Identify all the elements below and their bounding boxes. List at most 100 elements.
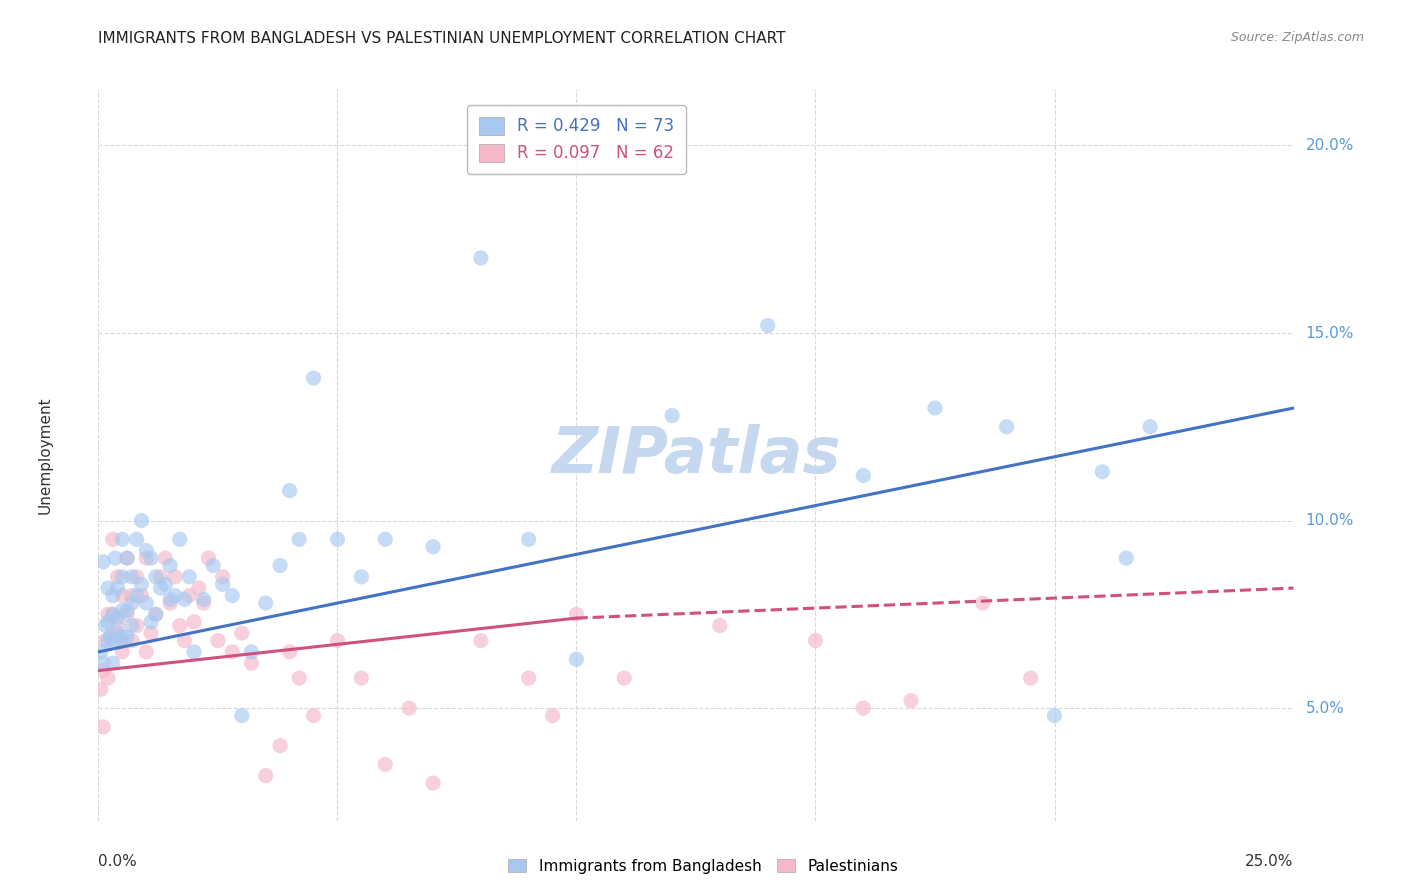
- Point: [422, 540, 444, 554]
- Text: 25.0%: 25.0%: [1246, 854, 1294, 869]
- Point: [169, 618, 191, 632]
- Point: [135, 645, 157, 659]
- Point: [111, 589, 134, 603]
- Point: [278, 645, 301, 659]
- Point: [135, 551, 157, 566]
- Point: [374, 757, 396, 772]
- Point: [302, 371, 325, 385]
- Point: [125, 589, 148, 603]
- Text: Source: ZipAtlas.com: Source: ZipAtlas.com: [1230, 31, 1364, 45]
- Point: [115, 630, 138, 644]
- Point: [541, 708, 564, 723]
- Point: [852, 701, 875, 715]
- Point: [94, 618, 117, 632]
- Point: [193, 592, 215, 607]
- Point: [517, 671, 540, 685]
- Point: [231, 708, 253, 723]
- Point: [197, 551, 219, 566]
- Point: [139, 615, 162, 629]
- Point: [254, 769, 277, 783]
- Point: [278, 483, 301, 498]
- Point: [972, 596, 994, 610]
- Point: [98, 630, 122, 644]
- Point: [326, 633, 349, 648]
- Point: [107, 611, 129, 625]
- Text: 5.0%: 5.0%: [1305, 700, 1344, 715]
- Point: [97, 581, 120, 595]
- Point: [121, 589, 143, 603]
- Point: [90, 682, 112, 697]
- Point: [111, 570, 134, 584]
- Point: [101, 589, 124, 603]
- Point: [1115, 551, 1137, 566]
- Point: [101, 533, 124, 547]
- Point: [94, 633, 117, 648]
- Text: 0.0%: 0.0%: [98, 854, 138, 869]
- Point: [231, 626, 253, 640]
- Point: [121, 618, 143, 632]
- Point: [149, 570, 172, 584]
- Point: [269, 558, 291, 573]
- Point: [91, 656, 114, 670]
- Point: [101, 626, 124, 640]
- Point: [804, 633, 827, 648]
- Point: [115, 604, 138, 618]
- Point: [288, 533, 311, 547]
- Point: [207, 633, 229, 648]
- Point: [111, 645, 134, 659]
- Point: [756, 318, 779, 333]
- Point: [145, 607, 167, 622]
- Point: [288, 671, 311, 685]
- Point: [1019, 671, 1042, 685]
- Point: [115, 551, 138, 566]
- Point: [101, 656, 124, 670]
- Point: [565, 652, 588, 666]
- Point: [709, 618, 731, 632]
- Text: Unemployment: Unemployment: [37, 396, 52, 514]
- Point: [900, 693, 922, 707]
- Point: [155, 551, 177, 566]
- Point: [374, 533, 396, 547]
- Point: [101, 633, 124, 648]
- Point: [121, 633, 143, 648]
- Point: [107, 581, 129, 595]
- Point: [187, 581, 209, 595]
- Point: [1043, 708, 1066, 723]
- Text: ZIPatlas: ZIPatlas: [551, 424, 841, 486]
- Point: [139, 551, 162, 566]
- Point: [183, 615, 205, 629]
- Point: [149, 581, 172, 595]
- Point: [173, 592, 195, 607]
- Point: [269, 739, 291, 753]
- Point: [125, 533, 148, 547]
- Point: [111, 633, 134, 648]
- Point: [169, 533, 191, 547]
- Point: [159, 558, 181, 573]
- Point: [924, 401, 946, 415]
- Point: [97, 671, 120, 685]
- Point: [131, 514, 153, 528]
- Text: IMMIGRANTS FROM BANGLADESH VS PALESTINIAN UNEMPLOYMENT CORRELATION CHART: IMMIGRANTS FROM BANGLADESH VS PALESTINIA…: [98, 31, 786, 46]
- Point: [101, 607, 124, 622]
- Point: [240, 645, 263, 659]
- Point: [326, 533, 349, 547]
- Point: [221, 589, 243, 603]
- Point: [111, 604, 134, 618]
- Point: [159, 592, 181, 607]
- Point: [211, 570, 233, 584]
- Point: [302, 708, 325, 723]
- Point: [1139, 419, 1161, 434]
- Point: [115, 607, 138, 622]
- Point: [852, 468, 875, 483]
- Point: [131, 577, 153, 591]
- Point: [179, 589, 201, 603]
- Point: [111, 533, 134, 547]
- Point: [173, 633, 195, 648]
- Point: [104, 551, 127, 566]
- Point: [111, 630, 134, 644]
- Legend: Immigrants from Bangladesh, Palestinians: Immigrants from Bangladesh, Palestinians: [502, 853, 904, 880]
- Point: [121, 596, 143, 610]
- Point: [613, 671, 636, 685]
- Point: [91, 555, 114, 569]
- Point: [135, 596, 157, 610]
